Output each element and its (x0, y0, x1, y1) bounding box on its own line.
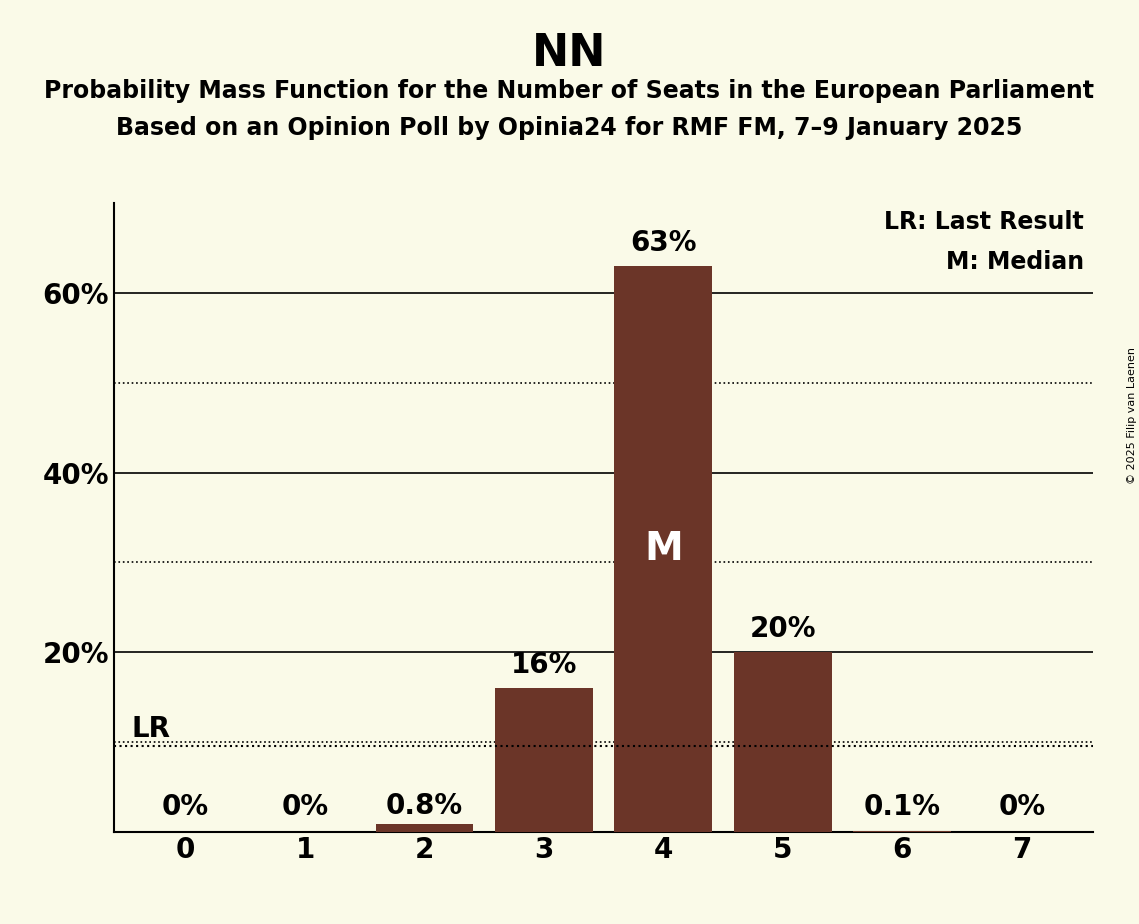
Text: © 2025 Filip van Laenen: © 2025 Filip van Laenen (1126, 347, 1137, 484)
Bar (495, 688, 593, 832)
Text: NN: NN (532, 32, 607, 76)
Text: 0%: 0% (998, 793, 1046, 821)
Text: 0.8%: 0.8% (386, 792, 464, 820)
Text: LR: Last Result: LR: Last Result (884, 210, 1083, 234)
Text: LR: LR (132, 715, 171, 743)
Text: M: M (644, 529, 682, 568)
Text: M: Median: M: Median (945, 250, 1083, 274)
Text: 20%: 20% (749, 615, 817, 643)
Text: Based on an Opinion Poll by Opinia24 for RMF FM, 7–9 January 2025: Based on an Opinion Poll by Opinia24 for… (116, 116, 1023, 140)
Bar (734, 652, 831, 832)
Text: Probability Mass Function for the Number of Seats in the European Parliament: Probability Mass Function for the Number… (44, 79, 1095, 103)
Bar (376, 824, 474, 832)
Text: 0%: 0% (162, 793, 210, 821)
Text: 63%: 63% (630, 229, 697, 257)
Text: 16%: 16% (510, 651, 577, 679)
Text: 0%: 0% (281, 793, 328, 821)
Text: 0.1%: 0.1% (863, 793, 941, 821)
Bar (614, 266, 712, 832)
